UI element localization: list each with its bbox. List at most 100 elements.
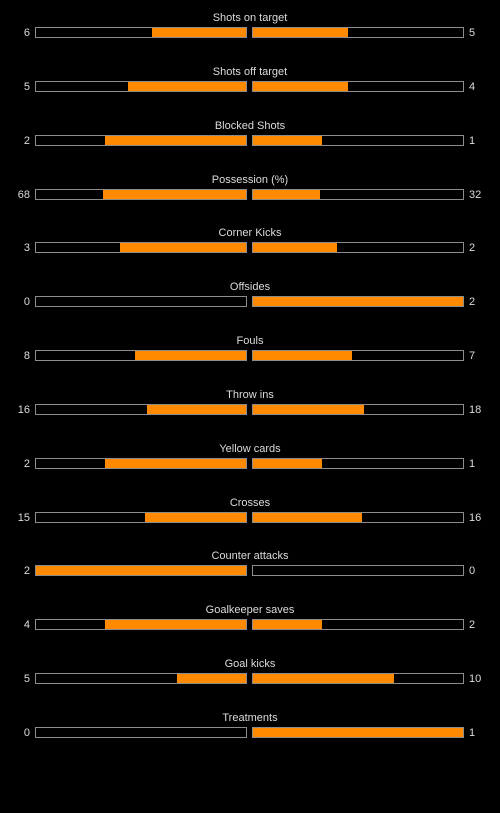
home-bar-fill xyxy=(176,674,246,684)
stat-label: Goalkeeper saves xyxy=(205,604,295,617)
away-value: 0 xyxy=(469,565,476,578)
away-bar xyxy=(252,242,464,254)
away-value: 10 xyxy=(469,673,482,686)
away-bar-fill xyxy=(253,297,463,307)
away-bar-fill xyxy=(253,727,463,737)
home-bar-fill xyxy=(145,512,246,522)
stat-row: Goalkeeper saves 4 2 xyxy=(0,603,500,657)
away-value: 5 xyxy=(469,27,476,39)
away-value: 1 xyxy=(469,726,476,739)
home-value: 15 xyxy=(17,511,30,524)
home-value: 2 xyxy=(23,565,30,578)
away-bar-fill xyxy=(253,189,321,199)
stat-label: Corner Kicks xyxy=(218,227,282,240)
home-value: 4 xyxy=(23,619,30,632)
home-bar-fill xyxy=(151,28,246,37)
match-stats-list: Shots on target 6 5 Shots off target 5 4 Block… xyxy=(0,11,500,765)
stat-label: Possession (%) xyxy=(211,173,289,186)
stat-row: Throw ins 16 18 xyxy=(0,388,500,442)
away-bar-fill xyxy=(253,404,365,414)
home-bar-fill xyxy=(36,566,246,576)
away-value: 4 xyxy=(469,80,476,93)
home-bar xyxy=(35,188,247,200)
stat-row: Shots on target 6 5 xyxy=(0,11,500,65)
away-bar-fill xyxy=(253,135,323,145)
home-bar xyxy=(35,80,247,92)
home-bar-fill xyxy=(105,620,246,630)
away-value: 7 xyxy=(469,350,476,363)
away-bar xyxy=(252,350,464,362)
stat-label: Blocked Shots xyxy=(214,119,286,132)
home-value: 8 xyxy=(23,350,30,363)
home-value: 5 xyxy=(23,673,30,686)
stat-label: Crosses xyxy=(229,496,271,509)
home-value: 68 xyxy=(17,188,30,201)
away-bar-fill xyxy=(253,351,352,361)
away-value: 2 xyxy=(469,619,476,632)
away-bar xyxy=(252,27,464,38)
home-value: 5 xyxy=(23,80,30,93)
home-bar xyxy=(35,619,247,631)
stat-label: Offsides xyxy=(229,281,271,294)
away-bar xyxy=(252,457,464,469)
home-bar xyxy=(35,134,247,146)
home-bar xyxy=(35,242,247,254)
home-bar xyxy=(35,726,247,738)
home-value: 2 xyxy=(23,457,30,470)
stat-row: Shots off target 5 4 xyxy=(0,65,500,119)
home-bar xyxy=(35,403,247,415)
away-bar-fill xyxy=(253,674,394,684)
away-bar xyxy=(252,80,464,92)
home-bar-fill xyxy=(120,243,246,253)
away-bar-fill xyxy=(253,243,337,253)
away-value: 1 xyxy=(469,134,476,147)
home-value: 2 xyxy=(23,134,30,147)
stat-label: Shots off target xyxy=(212,65,288,78)
away-value: 2 xyxy=(469,242,476,255)
stat-label: Treatments xyxy=(222,711,278,724)
stat-row: Offsides 0 2 xyxy=(0,280,500,334)
stat-label: Goal kicks xyxy=(224,658,276,671)
away-bar-fill xyxy=(253,458,323,468)
stat-row: Yellow cards 2 1 xyxy=(0,442,500,496)
home-value: 0 xyxy=(23,726,30,739)
stat-row: Blocked Shots 2 1 xyxy=(0,119,500,173)
home-bar xyxy=(35,296,247,308)
away-bar xyxy=(252,511,464,523)
away-value: 2 xyxy=(469,296,476,309)
home-value: 6 xyxy=(23,27,30,39)
home-bar xyxy=(35,457,247,469)
away-bar-fill xyxy=(253,512,363,522)
home-bar-fill xyxy=(128,81,246,91)
home-bar-fill xyxy=(134,351,246,361)
away-bar xyxy=(252,673,464,685)
home-value: 16 xyxy=(17,403,30,416)
stat-label: Fouls xyxy=(236,335,264,348)
away-bar xyxy=(252,565,464,577)
stat-row: Corner Kicks 3 2 xyxy=(0,226,500,280)
home-bar-fill xyxy=(105,458,246,468)
stat-label: Shots on target xyxy=(212,12,288,24)
stat-row: Crosses 15 16 xyxy=(0,496,500,550)
home-value: 3 xyxy=(23,242,30,255)
stat-label: Yellow cards xyxy=(219,442,281,455)
away-bar-fill xyxy=(253,81,348,91)
away-value: 18 xyxy=(469,403,482,416)
away-bar xyxy=(252,296,464,308)
home-bar xyxy=(35,565,247,577)
away-value: 16 xyxy=(469,511,482,524)
away-value: 32 xyxy=(469,188,482,201)
home-bar-fill xyxy=(103,189,246,199)
away-bar-fill xyxy=(253,28,348,37)
home-bar xyxy=(35,673,247,685)
home-bar xyxy=(35,350,247,362)
stat-row: Fouls 8 7 xyxy=(0,334,500,388)
away-value: 1 xyxy=(469,457,476,470)
stat-label: Counter attacks xyxy=(211,550,289,563)
away-bar xyxy=(252,726,464,738)
stat-label: Throw ins xyxy=(226,388,274,401)
away-bar xyxy=(252,188,464,200)
home-bar-fill xyxy=(105,135,246,145)
home-bar-fill xyxy=(147,404,246,414)
away-bar xyxy=(252,619,464,631)
